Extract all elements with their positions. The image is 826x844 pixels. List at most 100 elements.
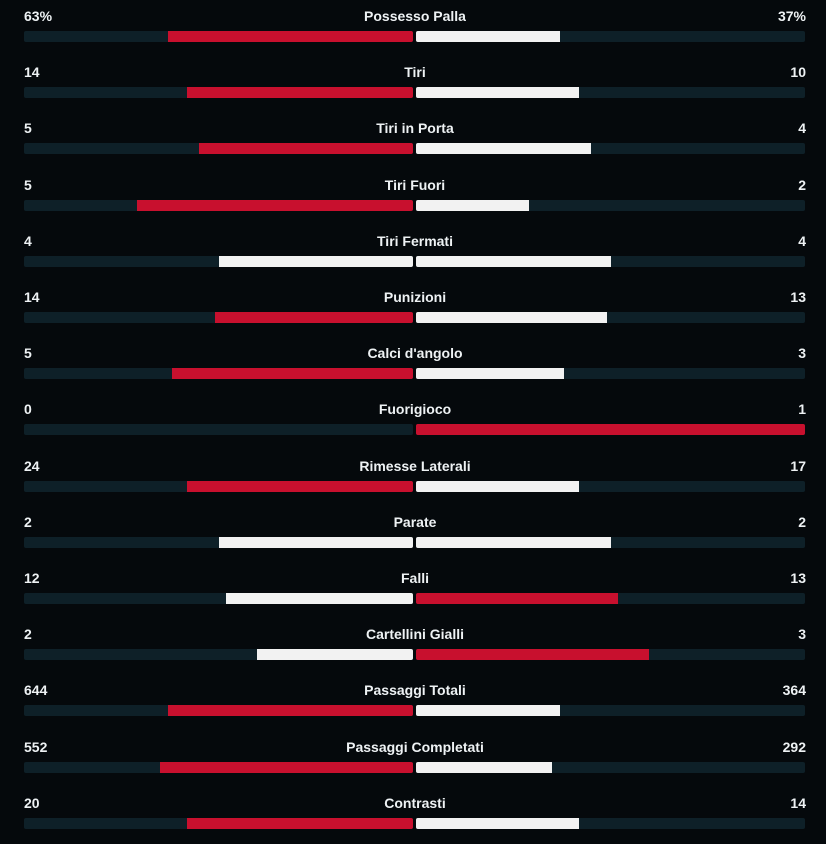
stat-header: 20 Contrasti 14 [24,794,806,812]
home-bar-fill [218,536,413,548]
away-value: 3 [798,345,806,362]
home-value: 24 [24,457,40,474]
home-bar-fill [171,368,413,380]
stat-label: Passaggi Completati [346,738,484,755]
stat-row-falli: 12 Falli 13 [0,563,826,619]
home-bar-track [24,87,413,99]
home-bar-fill [136,199,413,211]
home-value: 12 [24,570,40,586]
stat-header: 12 Falli 13 [24,569,806,587]
home-bar-track [24,31,413,42]
away-bar-track [416,649,805,661]
stat-header: 5 Calci d'angolo 3 [24,344,806,362]
stat-label: Parate [393,513,437,530]
home-value: 5 [24,176,32,193]
stat-header: 2 Parate 2 [24,513,806,531]
away-bar-track [416,705,805,717]
away-bar-track [416,255,805,267]
home-bar-track [24,761,413,773]
away-bar-fill [416,593,619,604]
away-value: 13 [790,570,806,586]
away-bar-track [416,31,805,42]
away-value: 292 [782,738,806,755]
away-bar-track [416,480,805,492]
home-value: 0 [24,401,32,418]
home-value: 14 [24,64,40,81]
stat-row-fuorigioco: 0 Fuorigioco 1 [0,394,826,450]
away-bar-track [416,593,805,604]
away-bar-fill [416,87,580,99]
stat-row-passaggi-completati: 552 Passaggi Completati 292 [0,732,826,788]
away-bar-track [416,143,805,155]
away-bar-fill [416,649,650,661]
home-bar-track [24,649,413,661]
home-value: 552 [24,738,48,755]
home-bar-fill [218,255,413,267]
home-value: 5 [24,345,32,362]
stat-row-rimesse-laterali: 24 Rimesse Laterali 17 [0,451,826,507]
away-bar-fill [416,368,564,380]
home-bar-track [24,480,413,492]
away-value: 13 [790,289,806,305]
stat-label: Falli [400,570,429,586]
home-bar-fill [187,480,413,492]
home-bar-track [24,536,413,548]
away-bar-track [416,536,805,548]
home-bar-fill [167,705,413,717]
stat-label: Tiri Fuori [384,176,446,193]
stat-label: Cartellini Gialli [365,626,465,643]
home-bar-track [24,593,413,604]
stat-label: Fuorigioco [378,401,452,418]
home-value: 2 [24,513,32,530]
stat-row-possesso-palla: 63% Possesso Palla 37% [0,1,826,57]
away-value: 3 [798,626,806,643]
stat-label: Tiri [404,64,426,81]
stat-header: 552 Passaggi Completati 292 [24,738,806,756]
home-value: 63% [24,8,53,24]
stat-header: 63% Possesso Palla 37% [24,7,806,25]
away-value: 2 [798,513,806,530]
away-bar-track [416,817,805,829]
away-bar-fill [416,761,553,773]
away-bar-track [416,368,805,380]
stat-row-cartellini-gialli: 2 Cartellini Gialli 3 [0,619,826,675]
home-bar-track [24,312,413,323]
home-bar-track [24,817,413,829]
away-bar-fill [416,312,607,323]
home-value: 20 [24,794,40,811]
home-value: 5 [24,120,32,137]
stat-label: Punizioni [383,289,447,305]
away-bar-fill [416,255,611,267]
stat-label: Calci d'angolo [367,345,463,362]
home-bar-track [24,424,413,436]
stat-header: 14 Punizioni 13 [24,288,806,306]
stat-header: 0 Fuorigioco 1 [24,400,806,418]
home-value: 644 [24,682,48,699]
stat-row-tiri-in-porta: 5 Tiri in Porta 4 [0,113,826,169]
away-value: 1 [798,401,806,418]
stat-label: Rimesse Laterali [359,457,471,474]
away-value: 37% [777,8,806,24]
home-bar-fill [226,593,413,604]
away-bar-fill [416,536,611,548]
stat-row-tiri-fuori: 5 Tiri Fuori 2 [0,170,826,226]
home-bar-fill [257,649,413,661]
away-value: 2 [798,176,806,193]
home-bar-track [24,199,413,211]
home-bar-track [24,368,413,380]
away-value: 4 [798,232,806,249]
stat-label: Passaggi Totali [364,682,466,699]
stat-label: Tiri in Porta [376,120,454,137]
away-bar-fill [416,31,560,42]
away-bar-track [416,424,805,436]
away-value: 10 [790,64,806,81]
stat-label: Contrasti [384,794,446,811]
home-value: 14 [24,289,40,305]
away-bar-fill [416,705,560,717]
away-bar-fill [416,480,580,492]
home-bar-track [24,143,413,155]
away-bar-track [416,761,805,773]
home-value: 4 [24,232,32,249]
away-value: 14 [790,794,806,811]
